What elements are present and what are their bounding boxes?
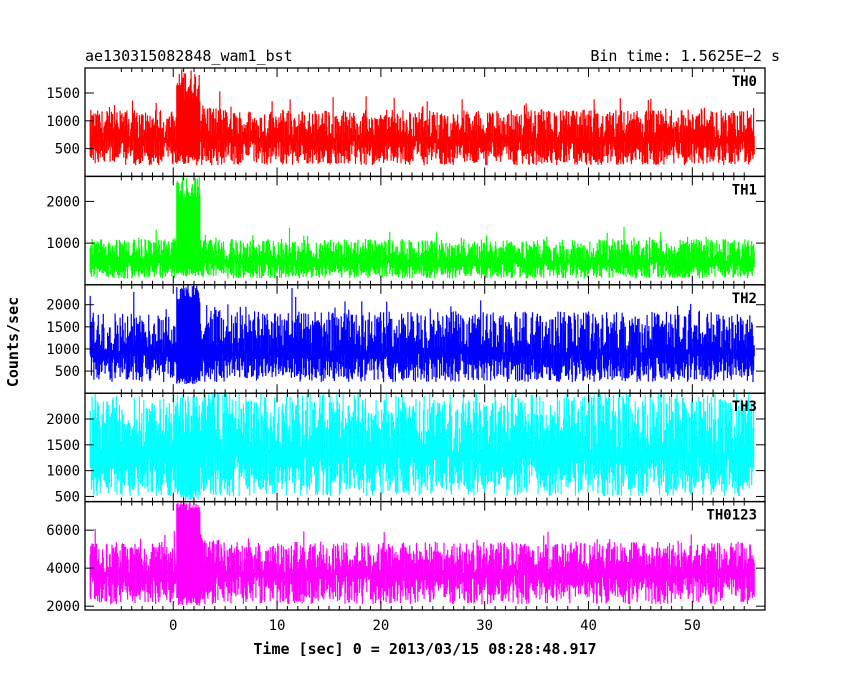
y-tick-label: 1500 [46,86,80,102]
bin-time-label: Bin time: 1.5625E−2 s [590,47,780,65]
y-tick-label: 1500 [46,320,80,336]
trace-th3 [89,393,755,501]
x-tick-label: 10 [269,618,286,634]
panel-label: TH1 [732,182,757,198]
panel-label: TH0123 [706,508,757,524]
trace-th0 [89,69,755,166]
x-tick-label: 40 [580,618,597,634]
panel-th0: TH0 500 1000 1500 [46,67,766,178]
panels-group: TH050010001500TH110002000TH2500100015002… [46,67,766,634]
y-tick-label: 2000 [46,599,80,615]
y-tick-label: 500 [55,364,80,380]
y-tick-label: 500 [55,142,80,158]
y-tick-label: 6000 [46,523,80,539]
trace-th1 [89,177,755,279]
y-tick-label: 1000 [46,236,80,252]
x-tick-label: 20 [372,618,389,634]
y-tick-label: 4000 [46,561,80,577]
panel-label: TH0 [732,74,757,90]
trace-th2 [89,285,755,385]
y-tick-label: 2000 [46,412,80,428]
y-tick-label: 1000 [46,464,80,480]
panel-th2: TH2 500 1000 1500 2000 [46,284,766,394]
x-axis-title: Time [sec] 0 = 2013/03/15 08:28:48.917 [253,640,596,658]
panel-label: TH2 [732,291,757,307]
panel-th1: TH1 1000 2000 [46,175,766,286]
x-tick-label: 30 [476,618,493,634]
chart-title: ae130315082848_wam1_bst [85,47,293,65]
y-tick-label: 1000 [46,114,80,130]
panel-frame [84,500,766,611]
y-axis-title: Counts/sec [4,297,22,387]
y-tick-label: 1000 [46,342,80,358]
trace-th0123 [89,501,755,606]
panel-th3: TH3 500 1000 1500 2000 [46,392,766,505]
x-tick-label: 0 [169,618,177,634]
y-tick-label: 2000 [46,298,80,314]
y-tick-label: 1500 [46,438,80,454]
y-tick-label: 2000 [46,194,80,210]
x-tick-label: 50 [684,618,701,634]
panel-label: TH3 [732,399,757,415]
panel-th0123: TH0123 2000 4000 6000 [46,500,766,615]
y-tick-label: 500 [55,489,80,505]
